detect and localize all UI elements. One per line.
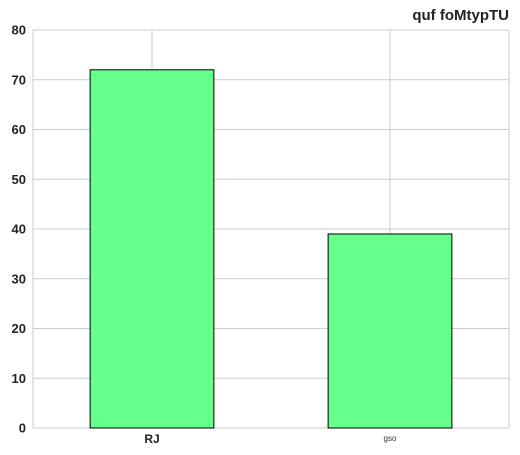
y-tick-label: 30 (12, 271, 26, 286)
y-tick-label: 0 (19, 421, 26, 436)
bar-RJ (89, 69, 215, 429)
x-axis-ticks: RJ gso (144, 432, 397, 446)
y-tick-label: 80 (12, 23, 26, 38)
plot-frame (32, 29, 510, 429)
y-tick-label: 70 (12, 72, 26, 87)
y-tick-label: 50 (12, 172, 26, 187)
y-axis-ticks: 0 10 20 30 40 50 60 70 80 (12, 23, 26, 436)
x-tick-label: RJ (144, 432, 159, 446)
x-tick-label: gso (384, 434, 397, 443)
bars (89, 69, 453, 429)
y-tick-label: 60 (12, 122, 26, 137)
chart-title: quf foMtypTU (412, 7, 509, 24)
y-tick-label: 10 (12, 371, 26, 386)
y-tick-label: 40 (12, 222, 26, 237)
bar-gso (327, 233, 453, 429)
y-tick-label: 20 (12, 321, 26, 336)
